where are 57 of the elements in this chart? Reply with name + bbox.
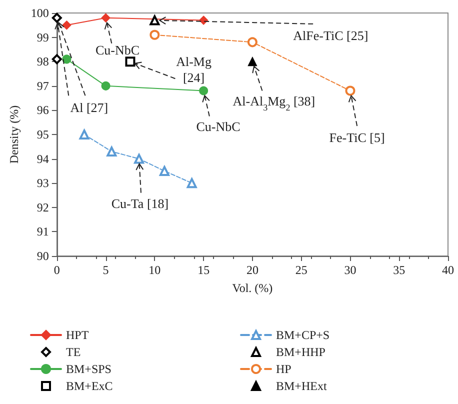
x-tick-label: 5 [102,263,109,277]
point [247,37,258,48]
y-tick-label: 90 [36,249,49,263]
y-tick-label: 99 [36,30,49,44]
annotation: Cu-NbC [196,119,240,134]
annotation: Al [27] [70,100,108,115]
point [125,56,136,67]
point [150,30,160,40]
point [345,86,356,96]
legend-label: BM+HExt [276,379,328,393]
y-tick-label: 98 [36,54,49,69]
point [101,81,110,90]
point [150,15,160,26]
legend-label: BM+SPS [66,362,112,376]
legend-label: HPT [66,328,90,342]
point [79,130,90,140]
point [199,86,208,96]
x-axis-title: Vol. (%) [232,281,273,295]
annotation: Al-Al$_{3}$Mg$_{2}$ [38] [232,94,316,113]
legend-label: BM+HHP [276,345,326,359]
point [62,20,72,30]
annotation: Cu-NbC [95,42,140,58]
legend-label: BM+CP+S [276,328,330,342]
y-tick-label: 94 [36,152,49,166]
legend-label: HP [276,362,292,376]
annotation: Fe-TiC [5] [329,130,385,146]
y-tick-label: 92 [36,200,49,214]
annotation: AlFe-TiC [25] [293,28,368,44]
y-tick-label: 95 [36,128,49,142]
x-tick-label: 10 [148,263,161,277]
point [106,146,117,157]
point [52,54,62,64]
x-tick-label: 40 [442,263,454,277]
y-tick-label: 96 [36,103,49,118]
annotation: Cu-Ta [18] [111,196,169,211]
annotation: Al-Mg [24] [176,54,212,86]
x-tick-label: 25 [295,263,308,277]
point [186,178,197,188]
legend-label: BM+ExC [66,379,113,393]
y-tick-label: 91 [36,224,49,239]
point [248,57,257,66]
y-tick-label: 100 [30,6,49,20]
point [52,12,62,23]
y-tick-label: 97 [36,78,49,93]
point [134,154,144,164]
point [159,166,170,176]
x-tick-label: 0 [54,263,60,277]
point [199,16,208,25]
y-tick-label: 93 [36,176,49,190]
x-tick-label: 30 [344,263,356,277]
legend-label: TE [66,345,81,359]
y-axis-title: Density (%) [7,105,21,164]
point [101,13,110,22]
x-tick-label: 20 [246,263,258,277]
x-tick-label: 15 [198,263,210,277]
x-tick-label: 35 [393,263,406,277]
point [62,54,72,64]
